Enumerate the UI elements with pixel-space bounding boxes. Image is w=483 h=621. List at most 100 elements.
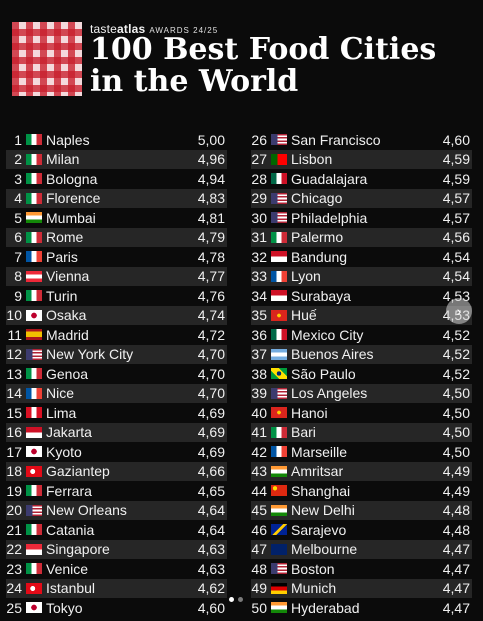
city-score: 4,54 xyxy=(442,248,470,265)
mexico-flag-icon xyxy=(271,329,287,341)
city-name: Bologna xyxy=(46,170,98,187)
city-score: 4,72 xyxy=(197,326,225,343)
list-item: 8 Vienna 4,77 xyxy=(6,266,227,286)
austria-flag-icon xyxy=(26,270,42,282)
city-name: Kyoto xyxy=(46,443,82,460)
list-item: 15 Lima 4,69 xyxy=(6,403,227,423)
city-score: 4,48 xyxy=(442,521,470,538)
italy-flag-icon xyxy=(26,173,42,185)
list-item: 36 Mexico City 4,52 xyxy=(251,325,472,345)
rank-number: 27 xyxy=(251,151,267,168)
city-name: Milan xyxy=(46,151,80,168)
city-name: Boston xyxy=(291,560,335,577)
list-item: 10 Osaka 4,74 xyxy=(6,305,227,325)
carousel-dots xyxy=(229,597,243,602)
list-item: 7 Paris 4,78 xyxy=(6,247,227,267)
list-item: 44 Shanghai 4,49 xyxy=(251,481,472,501)
list-item: 39 Los Angeles 4,50 xyxy=(251,383,472,403)
list-item: 11 Madrid 4,72 xyxy=(6,325,227,345)
city-score: 4,63 xyxy=(197,541,225,558)
vietnam-flag-icon xyxy=(271,309,287,321)
germany-flag-icon xyxy=(271,582,287,594)
rank-number: 14 xyxy=(6,385,22,402)
city-name: Chicago xyxy=(291,190,343,207)
list-item: 45 New Delhi 4,48 xyxy=(251,500,472,520)
india-flag-icon xyxy=(271,602,287,614)
city-score: 4,70 xyxy=(197,365,225,382)
argentina-flag-icon xyxy=(271,348,287,360)
city-score: 4,70 xyxy=(197,346,225,363)
rank-number: 15 xyxy=(6,404,22,421)
city-score: 4,59 xyxy=(442,170,470,187)
rank-number: 42 xyxy=(251,443,267,460)
list-item: 24 Istanbul 4,62 xyxy=(6,578,227,598)
carousel-dot-1[interactable] xyxy=(229,597,234,602)
rank-number: 21 xyxy=(6,521,22,538)
city-name: Tokyo xyxy=(46,599,83,616)
list-item: 22 Singapore 4,63 xyxy=(6,539,227,559)
city-score: 4,52 xyxy=(442,326,470,343)
rank-number: 23 xyxy=(6,560,22,577)
italy-flag-icon xyxy=(26,563,42,575)
rank-number: 10 xyxy=(6,307,22,324)
list-item: 5 Mumbai 4,81 xyxy=(6,208,227,228)
city-name: Catania xyxy=(46,521,95,538)
turkey-flag-icon xyxy=(26,582,42,594)
france-flag-icon xyxy=(271,446,287,458)
carousel-dot-2[interactable] xyxy=(238,597,243,602)
city-score: 4,70 xyxy=(197,385,225,402)
rank-number: 17 xyxy=(6,443,22,460)
japan-flag-icon xyxy=(26,309,42,321)
list-item: 2 Milan 4,96 xyxy=(6,149,227,169)
list-item: 28 Guadalajara 4,59 xyxy=(251,169,472,189)
city-score: 4,96 xyxy=(197,151,225,168)
city-name: Los Angeles xyxy=(291,385,368,402)
city-name: Hyderabad xyxy=(291,599,360,616)
rank-number: 45 xyxy=(251,502,267,519)
chevron-right-icon[interactable]: › xyxy=(446,298,472,324)
italy-flag-icon xyxy=(271,426,287,438)
city-name: Lima xyxy=(46,404,77,421)
usa-flag-icon xyxy=(26,348,42,360)
list-item: 31 Palermo 4,56 xyxy=(251,227,472,247)
city-score: 4,59 xyxy=(442,151,470,168)
city-name: New Orleans xyxy=(46,502,127,519)
rank-number: 3 xyxy=(14,170,22,187)
city-name: Gaziantep xyxy=(46,463,110,480)
list-item: 41 Bari 4,50 xyxy=(251,422,472,442)
rank-number: 1 xyxy=(14,131,22,148)
city-name: Philadelphia xyxy=(291,209,368,226)
city-name: New Delhi xyxy=(291,502,355,519)
page-title: 100 Best Food Cities in the World xyxy=(90,34,470,98)
rank-number: 48 xyxy=(251,560,267,577)
city-name: Nice xyxy=(46,385,75,402)
list-item: 21 Catania 4,64 xyxy=(6,520,227,540)
city-score: 4,52 xyxy=(442,365,470,382)
rank-number: 34 xyxy=(251,287,267,304)
list-item: 3 Bologna 4,94 xyxy=(6,169,227,189)
list-item: 50 Hyderabad 4,47 xyxy=(251,598,472,618)
italy-flag-icon xyxy=(26,368,42,380)
city-score: 4,62 xyxy=(197,580,225,597)
rank-number: 32 xyxy=(251,248,267,265)
city-name: Amritsar xyxy=(291,463,344,480)
list-item: 49 Munich 4,47 xyxy=(251,578,472,598)
rank-number: 35 xyxy=(251,307,267,324)
city-score: 4,78 xyxy=(197,248,225,265)
city-score: 4,64 xyxy=(197,502,225,519)
city-score: 4,50 xyxy=(442,385,470,402)
city-score: 4,47 xyxy=(442,541,470,558)
india-flag-icon xyxy=(26,212,42,224)
city-score: 4,69 xyxy=(197,443,225,460)
checkered-tablecloth-icon xyxy=(12,22,82,96)
city-name: Lyon xyxy=(291,268,321,285)
city-score: 4,65 xyxy=(197,482,225,499)
city-score: 4,47 xyxy=(442,560,470,577)
city-name: Genoa xyxy=(46,365,89,382)
ranking-column-right: 26 San Francisco 4,60 27 Lisbon 4,59 28 Guadala… xyxy=(251,130,472,618)
list-item: 26 San Francisco 4,60 xyxy=(251,130,472,150)
list-item: 18 Gaziantep 4,66 xyxy=(6,461,227,481)
city-score: 4,83 xyxy=(197,190,225,207)
list-item: 12 New York City 4,70 xyxy=(6,344,227,364)
peru-flag-icon xyxy=(26,407,42,419)
